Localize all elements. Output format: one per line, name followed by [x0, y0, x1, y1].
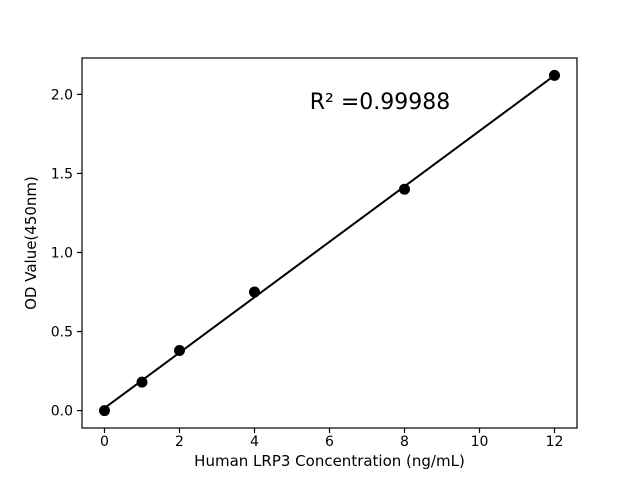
- x-tick-label: 8: [400, 434, 409, 450]
- data-point: [399, 183, 410, 195]
- y-tick-label: 0.5: [51, 325, 73, 341]
- x-tick-label: 12: [546, 434, 564, 450]
- y-tick-label: 1.5: [51, 166, 73, 182]
- x-tick-label: 2: [175, 434, 184, 450]
- r-squared-annotation: R² =0.99988: [310, 90, 451, 115]
- x-tick-label: 6: [325, 434, 334, 450]
- x-tick-label: 4: [250, 434, 259, 450]
- data-point: [174, 345, 185, 357]
- data-point: [249, 286, 260, 298]
- data-point: [549, 69, 560, 81]
- y-tick-label: 2.0: [51, 87, 73, 103]
- x-axis-label: Human LRP3 Concentration (ng/mL): [194, 452, 465, 470]
- x-tick-label: 10: [471, 434, 489, 450]
- data-point: [136, 376, 148, 388]
- x-tick-label: 0: [100, 434, 109, 450]
- data-point: [99, 405, 110, 417]
- y-tick-label: 1.0: [51, 245, 73, 261]
- y-axis-label: OD Value(450nm): [22, 176, 40, 310]
- y-tick-label: 0.0: [51, 404, 73, 420]
